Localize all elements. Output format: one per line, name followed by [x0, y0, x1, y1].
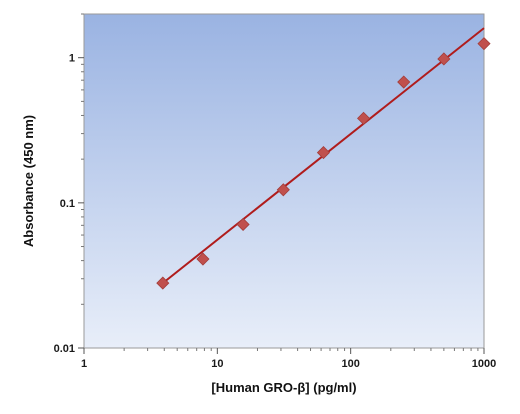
- data-points: [156, 37, 491, 290]
- x-tick-label: 10: [211, 358, 223, 370]
- x-tick-label: 1000: [472, 358, 496, 370]
- data-point: [236, 217, 250, 232]
- data-point: [316, 146, 331, 160]
- data-point: [156, 276, 170, 290]
- y-axis: 0.01 0.1 1: [54, 13, 84, 355]
- y-axis-title: Absorbance (450 nm): [21, 115, 36, 247]
- data-point: [477, 37, 491, 51]
- x-axis: 1 10 100 1000: [81, 348, 496, 370]
- y-tick-label: 0.01: [54, 343, 75, 355]
- data-point: [196, 252, 210, 266]
- x-axis-title: [Human GRO-β] (pg/ml): [211, 380, 356, 395]
- data-point: [437, 52, 451, 66]
- data-point: [397, 75, 411, 89]
- plot-area: [83, 13, 485, 349]
- x-tick-label: 1: [81, 358, 87, 370]
- y-tick-label: 0.1: [60, 198, 75, 210]
- data-point: [276, 183, 290, 197]
- x-tick-label: 100: [341, 358, 359, 370]
- data-point: [357, 111, 371, 125]
- y-tick-label: 1: [69, 53, 75, 65]
